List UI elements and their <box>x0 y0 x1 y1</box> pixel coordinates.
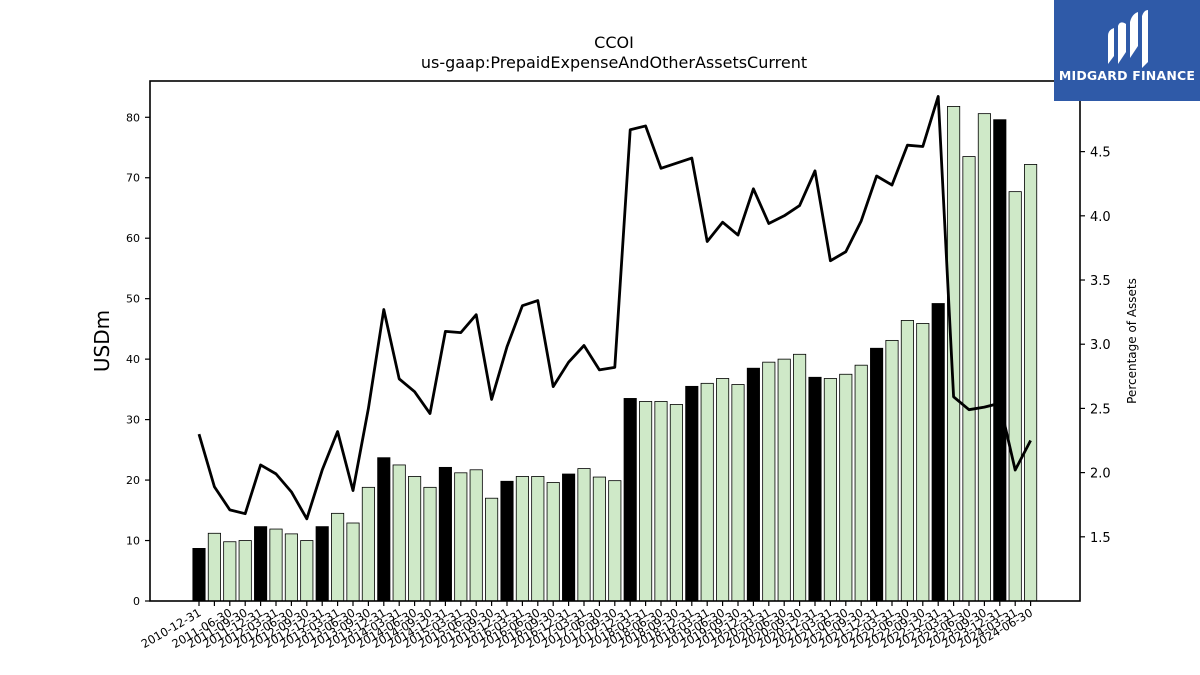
bar <box>885 339 899 602</box>
y2-tick-label: 1.5 <box>1090 531 1111 546</box>
chart-subtitle: us-gaap:PrepaidExpenseAndOtherAssetsCurr… <box>421 53 807 72</box>
y-axis-label: USDm <box>90 310 114 372</box>
bar <box>746 367 760 602</box>
bar <box>700 382 714 602</box>
y-tick-label: 0 <box>133 595 140 608</box>
y2-tick-label: 2.5 <box>1090 402 1111 417</box>
bar <box>408 476 422 602</box>
bar <box>762 361 776 602</box>
bar <box>854 364 868 602</box>
bar <box>546 482 560 602</box>
bar <box>331 512 345 602</box>
axes: 010203040506070801.52.02.53.03.54.04.520… <box>126 80 1111 651</box>
y2-tick-label: 3.0 <box>1090 338 1111 353</box>
logo-m-icon <box>1108 10 1148 68</box>
y-tick-label: 10 <box>126 535 140 548</box>
chart-title: CCOI <box>594 33 634 52</box>
y-tick-label: 60 <box>126 232 140 245</box>
bar <box>361 486 375 602</box>
bar <box>1024 164 1038 602</box>
bar <box>592 476 606 602</box>
bar <box>685 385 699 602</box>
bar <box>454 472 468 602</box>
bar <box>346 522 360 602</box>
bar <box>438 466 452 602</box>
bar <box>916 323 930 602</box>
bar <box>808 376 822 602</box>
bar <box>993 119 1007 602</box>
bar <box>223 541 237 602</box>
bar <box>392 464 406 602</box>
bar <box>254 526 268 602</box>
y-tick-label: 70 <box>126 172 140 185</box>
brand-logo: MIDGARD FINANCE <box>1054 0 1200 101</box>
line-series <box>197 95 1032 521</box>
bar <box>823 378 837 602</box>
bar <box>793 353 807 602</box>
bar <box>238 540 252 602</box>
bar <box>192 548 206 602</box>
bar <box>207 532 221 602</box>
bar <box>284 533 298 602</box>
bar <box>623 398 637 602</box>
bar <box>562 473 576 602</box>
y2-tick-label: 4.0 <box>1090 210 1111 225</box>
bar <box>315 526 329 602</box>
bar <box>639 401 653 602</box>
bar <box>931 303 945 602</box>
y-tick-label: 80 <box>126 111 140 124</box>
y2-tick-label: 3.5 <box>1090 274 1111 289</box>
bar <box>377 457 391 602</box>
bar <box>731 384 745 602</box>
bar <box>977 113 991 602</box>
percentage-line <box>197 95 1032 521</box>
bar <box>947 106 961 602</box>
y2-tick-label: 4.5 <box>1090 146 1111 161</box>
y-tick-label: 40 <box>126 353 140 366</box>
bar <box>269 528 283 602</box>
bar <box>777 358 791 602</box>
bar <box>900 320 914 602</box>
bar <box>300 540 314 602</box>
y-tick-label: 20 <box>126 474 140 487</box>
bar <box>669 404 683 602</box>
bar <box>608 480 622 602</box>
bar <box>839 373 853 602</box>
bar <box>469 469 483 602</box>
bar <box>500 480 514 602</box>
bar <box>485 497 499 602</box>
y2-tick-label: 2.0 <box>1090 467 1111 482</box>
bar <box>515 476 529 602</box>
y-tick-label: 50 <box>126 293 140 306</box>
bar <box>870 347 884 602</box>
y-tick-label: 30 <box>126 414 140 427</box>
bar <box>962 156 976 602</box>
bar <box>654 401 668 602</box>
y2-axis-label: Percentage of Assets <box>1125 278 1139 404</box>
bar <box>531 476 545 602</box>
bar <box>716 378 730 602</box>
logo-text: MIDGARD FINANCE <box>1058 68 1196 83</box>
bar <box>423 486 437 602</box>
bar <box>577 468 591 602</box>
bar <box>1008 191 1022 602</box>
